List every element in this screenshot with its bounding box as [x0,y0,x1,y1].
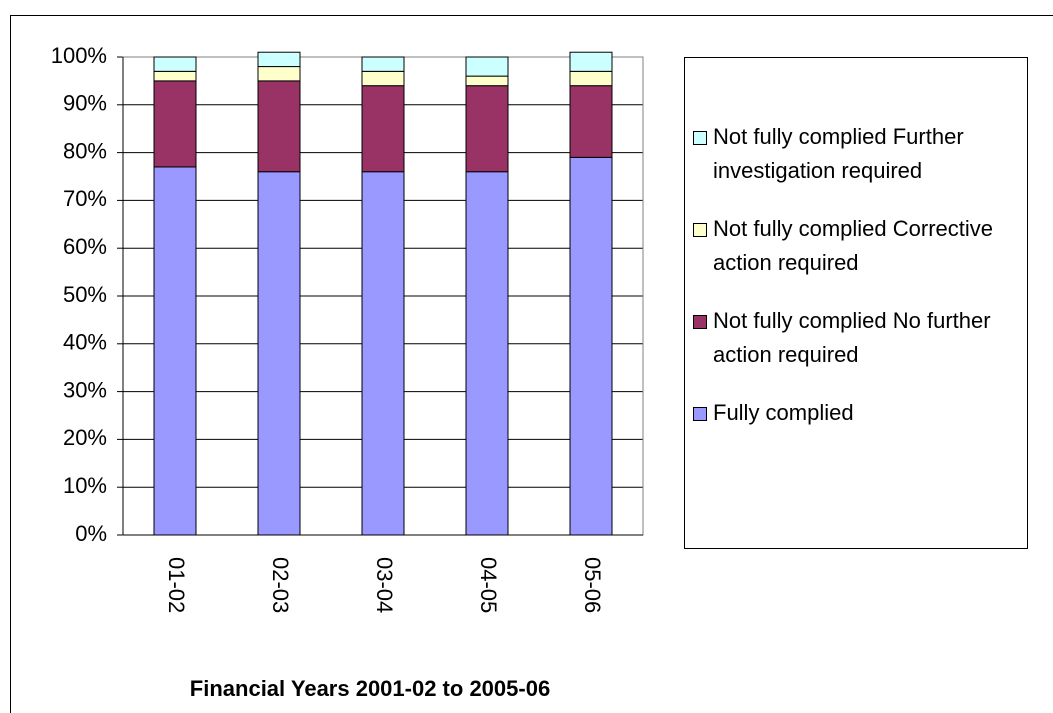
legend-swatch [693,407,707,421]
bar-segment [153,56,197,72]
y-tick-label: 80% [63,138,107,163]
bar-segment [465,85,509,173]
legend-label: Not fully complied No further action req… [713,308,991,367]
bar-segment [465,75,509,87]
x-axis-title: Financial Years 2001-02 to 2005-06 [190,676,550,701]
y-tick-label: 40% [63,330,107,355]
legend-item: Not fully complied Corrective action req… [693,212,1023,280]
legend-swatch [693,315,707,329]
y-tick-label: 30% [63,377,107,402]
bar-segment [153,80,197,168]
x-tick-label: 05-06 [580,557,605,613]
legend: Not fully complied Further investigation… [684,57,1028,549]
y-tick-label: 50% [63,282,107,307]
y-tick-label: 60% [63,234,107,259]
bar-segment [569,70,613,87]
bar-segment [465,171,509,536]
bar-segment [361,171,405,536]
bar-segment [569,85,613,158]
bar-segment [361,85,405,173]
y-tick-label: 0% [75,521,107,546]
x-tick-label: 02-03 [268,557,293,613]
bar-segment [569,156,613,536]
bar-segment [153,166,197,536]
y-tick-label: 20% [63,425,107,450]
bar-segment [465,56,509,77]
y-tick-label: 10% [63,473,107,498]
legend-item: Fully complied [693,396,1023,430]
legend-label: Fully complied [713,400,854,425]
legend-label: Not fully complied Corrective action req… [713,216,993,275]
bar-segment [257,80,301,173]
bar-segment [257,171,301,536]
bar-segment [569,51,613,72]
y-tick-label: 100% [51,43,107,68]
legend-item: Not fully complied No further action req… [693,304,1023,372]
legend-swatch [693,223,707,237]
bar-segment [257,66,301,82]
bar-segment [361,70,405,87]
legend-label: Not fully complied Further investigation… [713,124,964,183]
x-tick-label: 01-02 [164,557,189,613]
x-tick-label: 03-04 [372,557,397,613]
x-tick-label: 04-05 [476,557,501,613]
legend-item: Not fully complied Further investigation… [693,120,1023,188]
y-tick-label: 70% [63,186,107,211]
legend-swatch [693,131,707,145]
y-tick-label: 90% [63,91,107,116]
bar-segment [257,51,301,68]
bar-segment [361,56,405,72]
bar-segment [153,70,197,82]
